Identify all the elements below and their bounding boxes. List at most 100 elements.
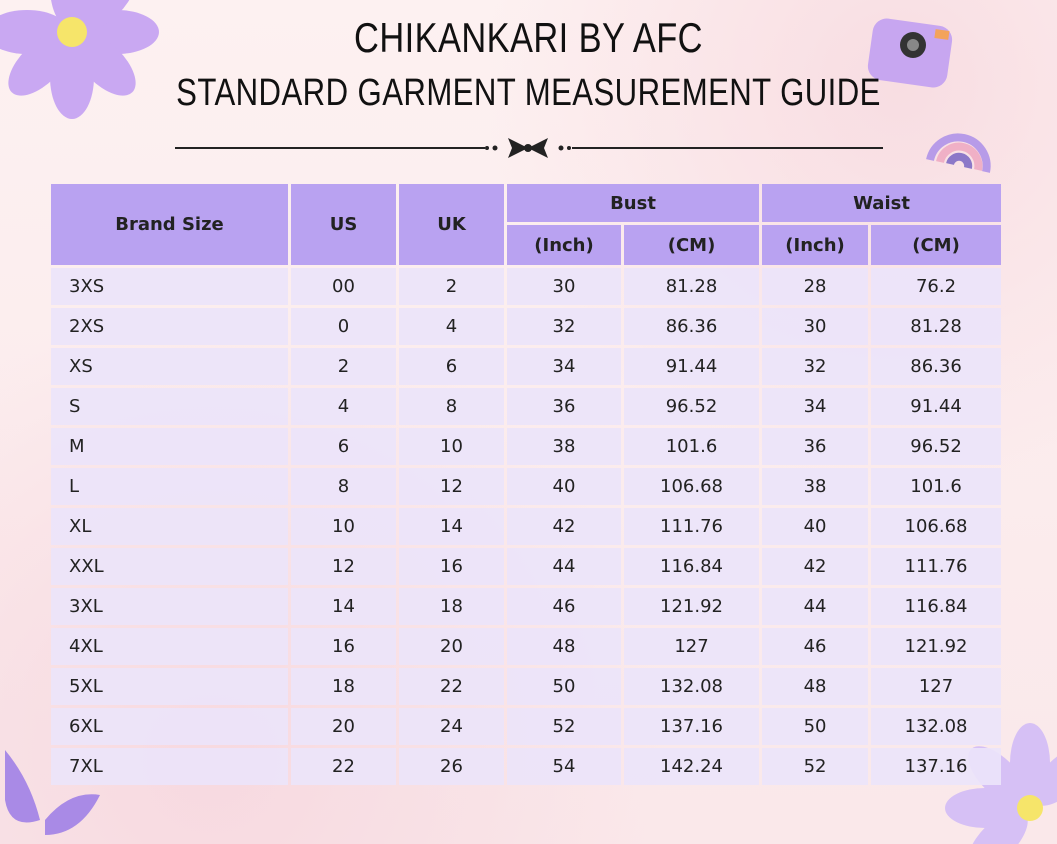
value-cell: 12 (291, 548, 396, 585)
value-cell: 0 (291, 308, 396, 345)
value-cell: 111.76 (871, 548, 1002, 585)
size-cell: 6XL (51, 708, 288, 745)
value-cell: 96.52 (871, 428, 1002, 465)
value-cell: 42 (507, 508, 621, 545)
table-row: XXL 12 16 44 116.84 42 111.76 (51, 548, 1002, 585)
header-row: Brand Size US UK Bust Waist (51, 184, 1002, 265)
value-cell: 106.68 (871, 508, 1002, 545)
value-cell: 30 (507, 268, 621, 305)
subheader: (CM) (871, 225, 1002, 265)
value-cell: 32 (507, 308, 621, 345)
value-cell: 121.92 (871, 628, 1002, 665)
size-table: Brand Size US UK Bust Waist (Inch) (CM) (Inch)(… (48, 181, 1004, 788)
flower-top-left (0, 0, 159, 119)
value-cell: 52 (762, 748, 869, 785)
table-row: S 4 8 36 96.52 34 91.44 (51, 388, 1002, 425)
table-row: 7XL 22 26 54 142.24 52 137.16 (51, 748, 1002, 785)
value-cell: 48 (762, 668, 869, 705)
size-cell: XS (51, 348, 288, 385)
value-cell: 46 (762, 628, 869, 665)
value-cell: 12 (399, 468, 504, 505)
value-cell: 20 (399, 628, 504, 665)
size-cell: 4XL (51, 628, 288, 665)
subheader: (Inch) (762, 225, 869, 265)
size-cell: L (51, 468, 288, 505)
camera-icon (867, 18, 953, 88)
value-cell: 4 (291, 388, 396, 425)
value-cell: 8 (399, 388, 504, 425)
value-cell: 46 (507, 588, 621, 625)
value-cell: 14 (291, 588, 396, 625)
value-cell: 96.52 (624, 388, 760, 425)
value-cell: 6 (399, 348, 504, 385)
value-cell: 132.08 (624, 668, 760, 705)
subheader-row: (Inch) (CM) (Inch) (CM) (51, 225, 1002, 265)
value-cell: 20 (291, 708, 396, 745)
value-cell: 42 (762, 548, 869, 585)
value-cell: 32 (762, 348, 869, 385)
value-cell: 86.36 (624, 308, 760, 345)
value-cell: 44 (762, 588, 869, 625)
value-cell: 22 (399, 668, 504, 705)
value-cell: 40 (762, 508, 869, 545)
value-cell: 132.08 (871, 708, 1002, 745)
value-cell: 00 (291, 268, 396, 305)
subheader: (Inch) (507, 225, 621, 265)
value-cell: 116.84 (871, 588, 1002, 625)
table-row: L 8 12 40 106.68 38 101.6 (51, 468, 1002, 505)
value-cell: 48 (507, 628, 621, 665)
value-cell: 24 (399, 708, 504, 745)
subheader: (CM) (624, 225, 760, 265)
column-header: UK (399, 184, 504, 265)
table-row: 6XL 20 24 52 137.16 50 132.08 (51, 708, 1002, 745)
value-cell: 81.28 (624, 268, 760, 305)
value-cell: 127 (871, 668, 1002, 705)
value-cell: 91.44 (871, 388, 1002, 425)
value-cell: 38 (762, 468, 869, 505)
size-cell: 2XS (51, 308, 288, 345)
value-cell: 6 (291, 428, 396, 465)
value-cell: 111.76 (624, 508, 760, 545)
value-cell: 30 (762, 308, 869, 345)
size-cell: M (51, 428, 288, 465)
table-row: XS 2 6 34 91.44 32 86.36 (51, 348, 1002, 385)
column-header: US (291, 184, 396, 265)
value-cell: 34 (762, 388, 869, 425)
value-cell: 121.92 (624, 588, 760, 625)
value-cell: 76.2 (871, 268, 1002, 305)
value-cell: 8 (291, 468, 396, 505)
size-cell: XL (51, 508, 288, 545)
value-cell: 86.36 (871, 348, 1002, 385)
rainbow-icon (926, 133, 991, 173)
value-cell: 34 (507, 348, 621, 385)
table-row: M 6 10 38 101.6 36 96.52 (51, 428, 1002, 465)
value-cell: 127 (624, 628, 760, 665)
value-cell: 44 (507, 548, 621, 585)
value-cell: 137.16 (871, 748, 1002, 785)
group-header: Waist (762, 184, 1002, 222)
value-cell: 22 (291, 748, 396, 785)
butterfly (5, 750, 100, 835)
value-cell: 91.44 (624, 348, 760, 385)
size-cell: 3XL (51, 588, 288, 625)
value-cell: 101.6 (624, 428, 760, 465)
table-row: 2XS 0 4 32 86.36 30 81.28 (51, 308, 1002, 345)
value-cell: 16 (399, 548, 504, 585)
value-cell: 116.84 (624, 548, 760, 585)
value-cell: 40 (507, 468, 621, 505)
value-cell: 10 (291, 508, 396, 545)
value-cell: 26 (399, 748, 504, 785)
value-cell: 2 (291, 348, 396, 385)
value-cell: 14 (399, 508, 504, 545)
value-cell: 52 (507, 708, 621, 745)
table-row: XL 10 14 42 111.76 40 106.68 (51, 508, 1002, 545)
value-cell: 54 (507, 748, 621, 785)
divider (175, 138, 883, 158)
value-cell: 81.28 (871, 308, 1002, 345)
table-row: 3XL 14 18 46 121.92 44 116.84 (51, 588, 1002, 625)
value-cell: 28 (762, 268, 869, 305)
title: CHIKANKARI BY AFC (354, 14, 703, 61)
value-cell: 101.6 (871, 468, 1002, 505)
size-cell: 3XS (51, 268, 288, 305)
